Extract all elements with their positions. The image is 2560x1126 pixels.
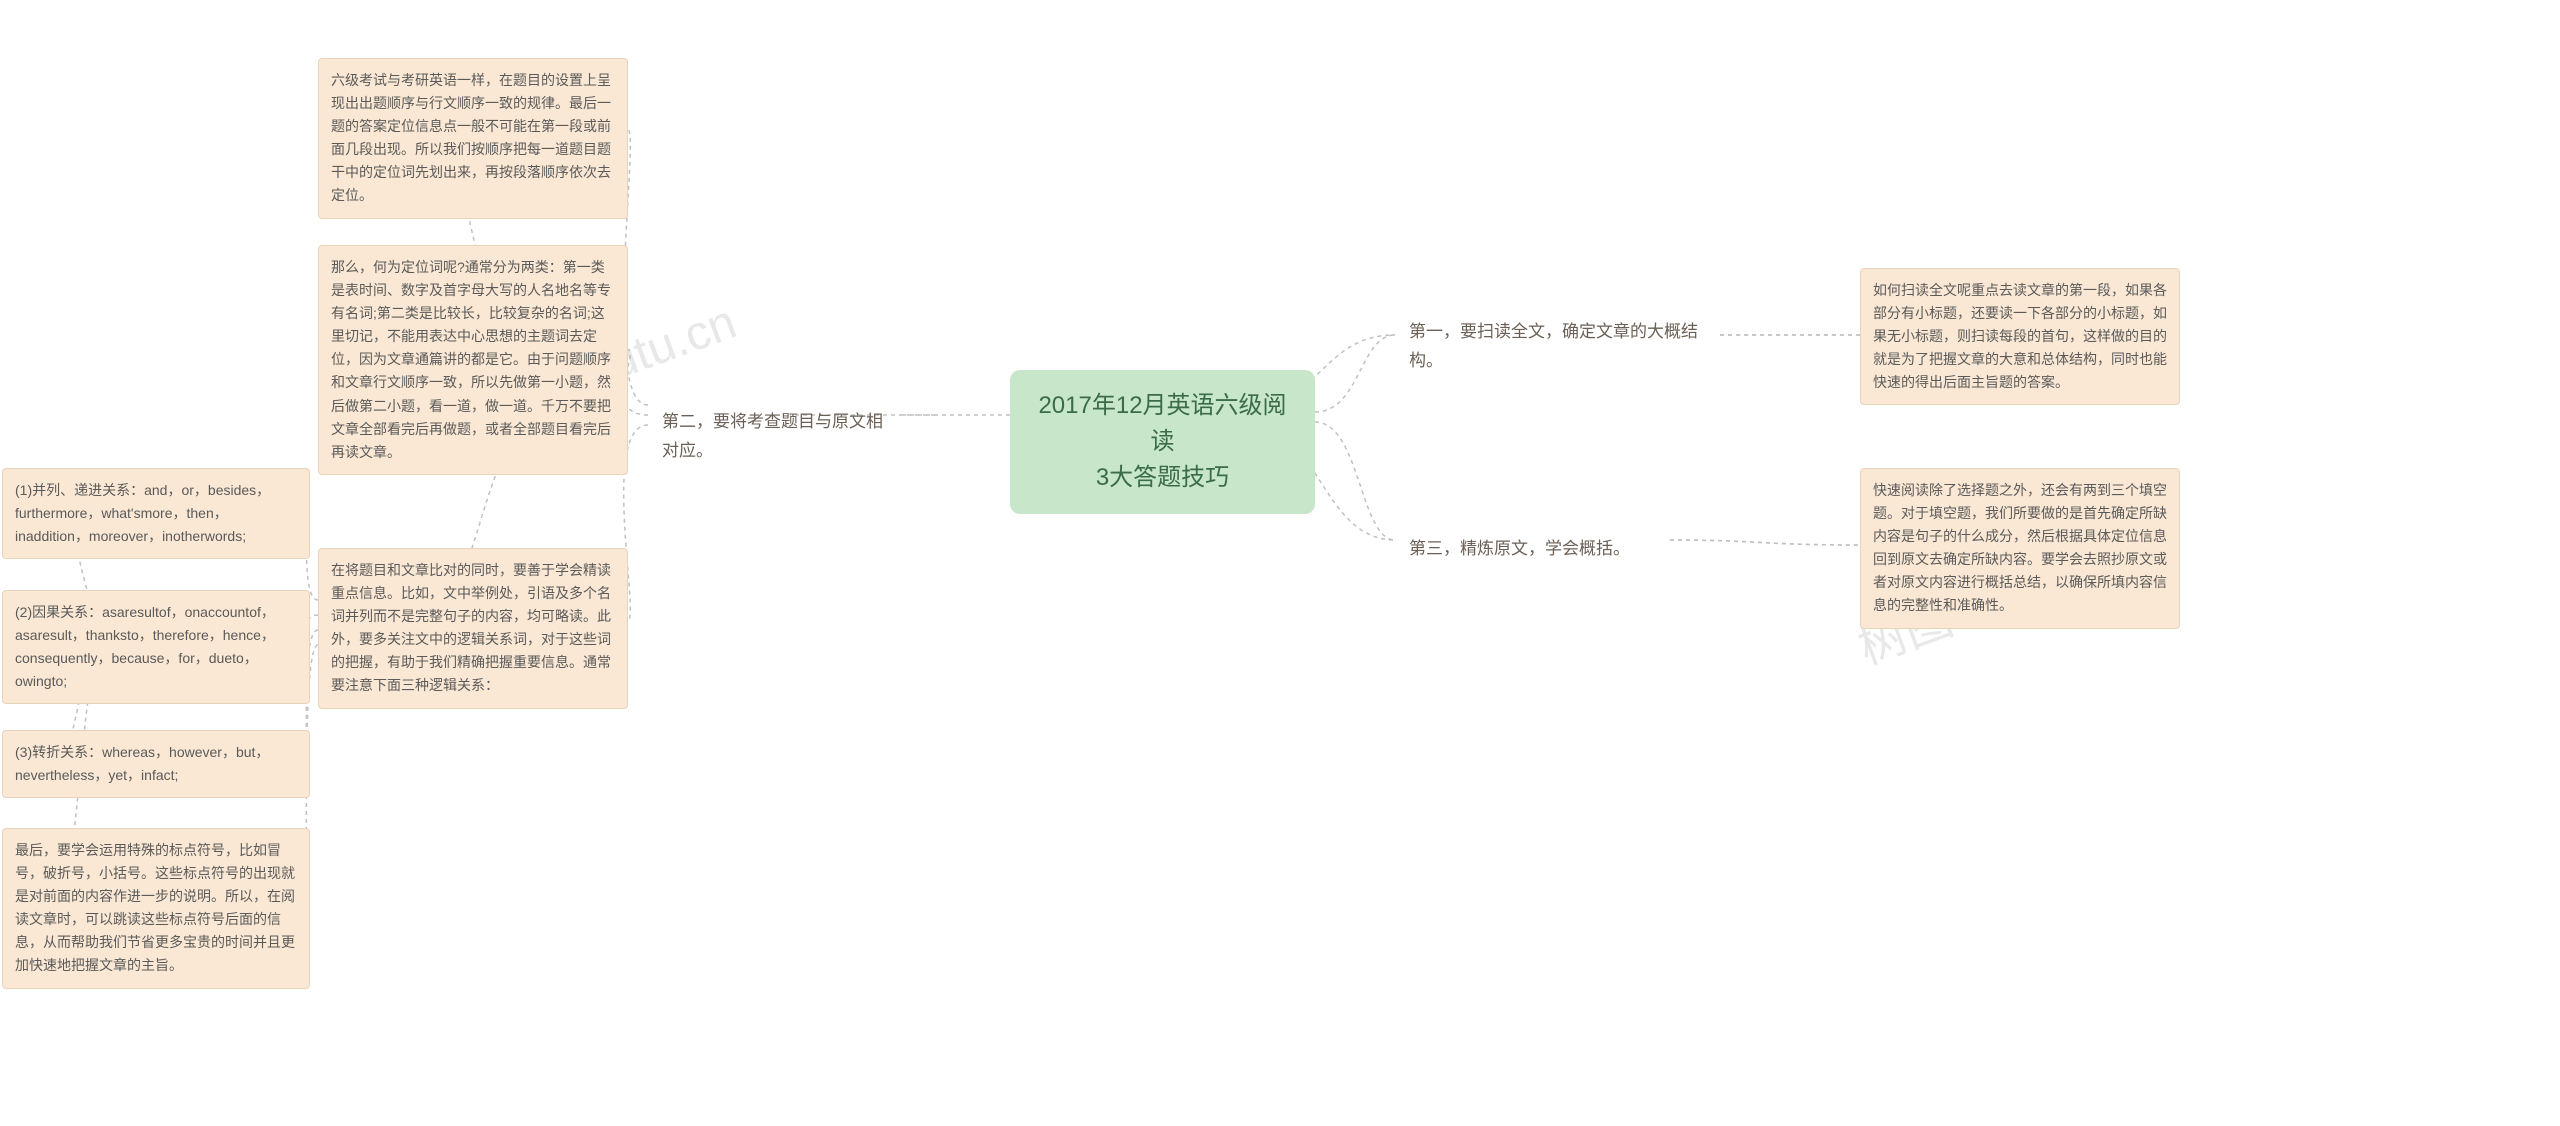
branch-1: 第一，要扫读全文，确定文章的大概结构。 (1395, 308, 1725, 386)
branch-2-subleaf-d: 最后，要学会运用特殊的标点符号，比如冒号，破折号，小括号。这些标点符号的出现就是… (2, 828, 310, 989)
branch-2-subleaf-c: (3)转折关系：whereas，however，but，nevertheless… (2, 730, 310, 798)
branch-3-leaf: 快速阅读除了选择题之外，还会有两到三个填空题。对于填空题，我们所要做的是首先确定… (1860, 468, 2180, 629)
root-title-line1: 2017年12月英语六级阅读 (1036, 388, 1289, 460)
branch-2-leaf-3: 在将题目和文章比对的同时，要善于学会精读重点信息。比如，文中举例处，引语及多个名… (318, 548, 628, 709)
branch-3: 第三，精炼原文，学会概括。 (1395, 525, 1675, 574)
root-node: 2017年12月英语六级阅读 3大答题技巧 (1010, 370, 1315, 514)
branch-2: 第二，要将考查题目与原文相对应。 (648, 398, 903, 476)
branch-1-leaf: 如何扫读全文呢重点去读文章的第一段，如果各部分有小标题，还要读一下各部分的小标题… (1860, 268, 2180, 405)
branch-2-leaf-1: 六级考试与考研英语一样，在题目的设置上呈现出出题顺序与行文顺序一致的规律。最后一… (318, 58, 628, 219)
branch-2-subleaf-b: (2)因果关系：asaresultof，onaccountof，asaresul… (2, 590, 310, 704)
branch-2-subleaf-a: (1)并列、递进关系：and，or，besides，furthermore，wh… (2, 468, 310, 559)
branch-2-leaf-2: 那么，何为定位词呢?通常分为两类：第一类是表时间、数字及首字母大写的人名地名等专… (318, 245, 628, 475)
root-title-line2: 3大答题技巧 (1036, 460, 1289, 496)
